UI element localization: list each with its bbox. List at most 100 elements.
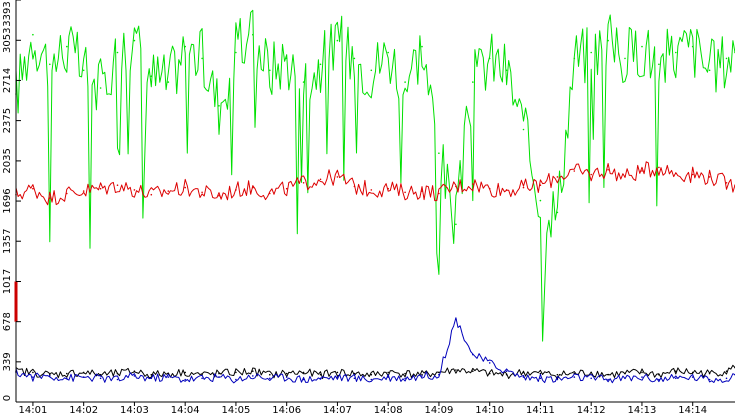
series-0-point: [336, 39, 339, 42]
x-tick-label: 14:10: [475, 405, 504, 415]
series-3-point: [607, 378, 609, 381]
series-0-point: [438, 152, 440, 154]
series-0-point: [573, 57, 576, 60]
series-3-point: [708, 378, 711, 381]
series-0-point: [455, 223, 457, 226]
series-0-point: [235, 51, 237, 54]
series-0-point: [691, 45, 694, 48]
series-1-point: [184, 186, 186, 189]
series-2-point: [49, 373, 51, 376]
series-3-point: [133, 375, 136, 377]
series-3-point: [658, 378, 660, 381]
series-0-point: [167, 81, 170, 83]
x-tick-label: 14:14: [678, 405, 707, 415]
series-3-point: [590, 377, 592, 380]
series-3-point: [184, 378, 186, 381]
series-2-point: [269, 373, 271, 376]
series-2-point: [505, 373, 508, 376]
series-0-point: [353, 57, 356, 60]
series-3-point: [505, 370, 508, 373]
series-0-point: [252, 33, 254, 36]
series-0-point: [505, 69, 508, 72]
series-1-point: [505, 189, 508, 191]
series-1-point: [472, 183, 474, 185]
series-line-2: [15, 364, 735, 380]
series-3-point: [539, 377, 542, 380]
series-2-point: [387, 371, 390, 374]
series-0-point: [82, 69, 85, 72]
series-0-point: [641, 45, 643, 48]
x-tick-label: 14:08: [374, 405, 403, 415]
series-1-point: [455, 185, 457, 188]
series-0-point: [49, 63, 51, 66]
series-2-point: [82, 371, 85, 374]
series-0-point: [675, 51, 677, 54]
y-tick-label: 1017: [2, 269, 13, 294]
series-0: [15, 9, 735, 342]
x-tick-label: 14:11: [526, 405, 555, 415]
series-1-point: [167, 190, 170, 192]
series-2-point: [472, 370, 474, 373]
series-1-point: [641, 170, 643, 172]
series-2-point: [691, 371, 694, 374]
series-0-point: [133, 39, 136, 42]
series-2-point: [522, 371, 525, 374]
series-3-point: [285, 376, 288, 378]
series-3-point: [319, 377, 322, 380]
series-2-point: [99, 373, 102, 376]
series-0-point: [32, 33, 34, 36]
series-0-point: [404, 81, 406, 83]
series-3-point: [150, 377, 153, 380]
series-line-1: [15, 161, 735, 206]
series-0-point: [218, 105, 220, 107]
series-0-point: [66, 45, 68, 48]
series-0-point: [472, 81, 474, 83]
series-0-point: [539, 199, 542, 202]
series-1-point: [522, 186, 525, 189]
y-tick-label: 339: [2, 352, 13, 371]
series-1-point: [319, 178, 322, 181]
y-tick-label: 1357: [2, 228, 13, 253]
series-1-point: [353, 185, 356, 188]
series-0-point: [285, 57, 288, 60]
series-3-point: [438, 373, 440, 376]
y-tick-label: 2375: [2, 108, 13, 133]
series-1-point: [658, 166, 660, 169]
series-3-point: [252, 375, 254, 377]
series-3-point: [235, 378, 237, 381]
series-1-point: [218, 195, 220, 197]
series-0-point: [556, 211, 559, 214]
series-3-point: [99, 377, 102, 380]
series-1-point: [116, 184, 119, 186]
series-3-point: [404, 377, 406, 380]
series-1-point: [252, 186, 254, 189]
series-3-point: [387, 376, 390, 378]
series-3-point: [675, 377, 677, 380]
series-2-point: [438, 371, 440, 374]
series-1-point: [99, 187, 102, 190]
y-tick-label: 678: [2, 312, 13, 331]
series-1-point: [82, 190, 85, 192]
series-1-point: [387, 187, 390, 190]
series-3-point: [370, 378, 373, 381]
series-0-point: [590, 51, 592, 54]
series-0-point: [725, 57, 728, 60]
series-2-point: [116, 372, 119, 375]
series-1-point: [133, 189, 136, 191]
series-2-point: [590, 371, 592, 374]
y-tick-label: 0: [2, 395, 13, 401]
y-tick-label: 3393: [2, 1, 13, 26]
series-2-point: [658, 373, 660, 376]
x-tick-label: 14:13: [628, 405, 657, 415]
series-2-point: [675, 370, 677, 373]
x-tick-label: 14:06: [272, 405, 301, 415]
series-1-point: [438, 192, 440, 195]
series-2-point: [133, 370, 136, 373]
series-1-point: [32, 187, 34, 190]
series-2-point: [624, 372, 626, 375]
series-2-point: [319, 373, 322, 376]
series-1-point: [539, 184, 542, 186]
series-2-point: [708, 372, 711, 375]
x-tick-label: 14:02: [69, 405, 98, 415]
